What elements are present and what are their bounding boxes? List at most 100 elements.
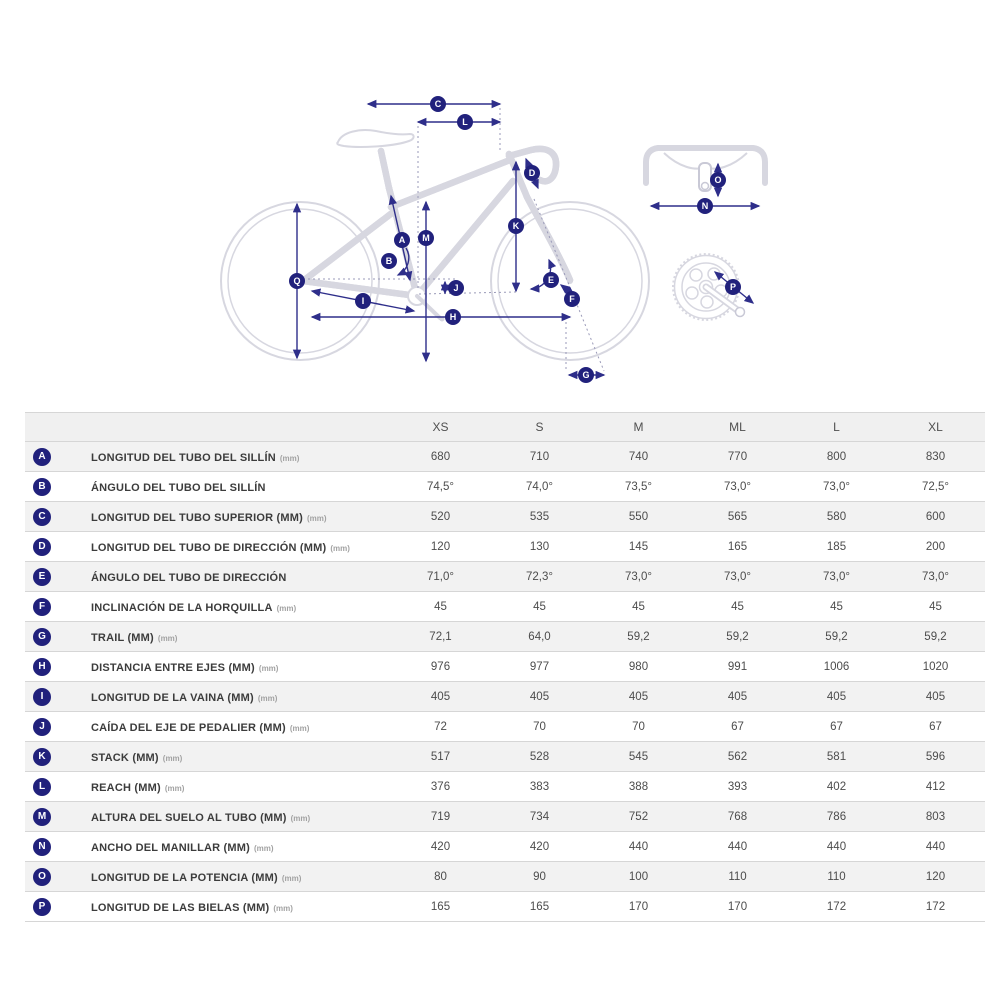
value-cell: 72,1 (429, 630, 452, 643)
row-letter-cell: D (25, 537, 59, 556)
diagram-marker-o: O (710, 172, 726, 188)
diagram-marker-i: I (355, 293, 371, 309)
row-letter-cell: A (25, 447, 59, 466)
table-row: F INCLINACIÓN DE LA HORQUILLA (mm) 45 45 45… (25, 591, 985, 621)
row-letter-badge: B (33, 477, 51, 496)
value-cell: 768 (727, 810, 748, 823)
value-cell: 770 (727, 450, 748, 463)
row-label-cell: CAÍDA DEL EJE DE PEDALIER (MM) (mm) (59, 718, 391, 736)
diagram-marker-j: J (448, 280, 464, 296)
value-cell: 440 (826, 840, 847, 853)
table-row: P LONGITUD DE LAS BIELAS (MM) (mm) 165 165… (25, 891, 985, 921)
row-letter-badge: E (33, 567, 51, 586)
value-cell: 59,2 (726, 630, 749, 643)
value-cell: 59,2 (627, 630, 650, 643)
table-row: D LONGITUD DEL TUBO DE DIRECCIÓN (MM) (mm… (25, 531, 985, 561)
value-cell: 71,0° (427, 570, 454, 583)
row-letter-badge: H (33, 657, 51, 676)
table-row: L REACH (MM) (mm) 376 383 388 393 402 412 (25, 771, 985, 801)
value-cell: 402 (826, 780, 847, 793)
row-label-cell: LONGITUD DEL TUBO DE DIRECCIÓN (MM) (mm) (59, 538, 391, 556)
value-cell: 67 (830, 720, 843, 733)
row-letter-cell: I (25, 687, 59, 706)
row-letter-cell: L (25, 777, 59, 796)
diagram-marker-m: M (418, 230, 434, 246)
value-cell: 562 (727, 750, 748, 763)
value-cell: 383 (529, 780, 550, 793)
row-unit: (mm) (162, 753, 183, 763)
value-cell: 73,5° (625, 480, 652, 493)
value-cell: 405 (826, 690, 847, 703)
row-label-cell: REACH (MM) (mm) (59, 778, 391, 796)
value-cell: 991 (727, 660, 748, 673)
row-label: LONGITUD DEL TUBO DEL SILLÍN (91, 451, 276, 464)
value-cell: 528 (529, 750, 550, 763)
row-label-cell: INCLINACIÓN DE LA HORQUILLA (mm) (59, 598, 391, 616)
value-cell: 165 (529, 900, 550, 913)
table-row: G TRAIL (MM) (mm) 72,1 64,0 59,2 59,2 59,2 59,… (25, 621, 985, 651)
value-cell: 72,3° (526, 570, 553, 583)
value-cell: 520 (430, 510, 451, 523)
value-cell: 550 (628, 510, 649, 523)
diagram-marker-n: N (697, 198, 713, 214)
row-label: LONGITUD DE LA VAINA (MM) (91, 691, 254, 704)
row-unit: (mm) (281, 873, 302, 883)
value-cell: 74,0° (526, 480, 553, 493)
row-label: ALTURA DEL SUELO AL TUBO (MM) (91, 811, 287, 824)
row-letter-cell: H (25, 657, 59, 676)
row-label-cell: LONGITUD DEL TUBO DEL SILLÍN (mm) (59, 448, 391, 466)
value-cell: 200 (925, 540, 946, 553)
value-cell: 70 (533, 720, 546, 733)
row-letter-badge: K (33, 747, 51, 766)
table-row: N ANCHO DEL MANILLAR (MM) (mm) 420 420 440 4… (25, 831, 985, 861)
size-column-header: L (833, 420, 840, 434)
value-cell: 73,0° (724, 480, 751, 493)
value-cell: 388 (628, 780, 649, 793)
diagram-marker-a: A (394, 232, 410, 248)
value-cell: 145 (628, 540, 649, 553)
value-cell: 64,0 (528, 630, 551, 643)
row-letter-badge: O (33, 867, 51, 886)
diagram-marker-b: B (381, 253, 397, 269)
value-cell: 59,2 (924, 630, 947, 643)
value-cell: 740 (628, 450, 649, 463)
value-cell: 977 (529, 660, 550, 673)
row-label: LONGITUD DEL TUBO DE DIRECCIÓN (MM) (91, 541, 327, 554)
value-cell: 110 (728, 870, 747, 883)
value-cell: 45 (830, 600, 843, 613)
row-label-cell: ALTURA DEL SUELO AL TUBO (MM) (mm) (59, 808, 391, 826)
row-unit: (mm) (258, 663, 279, 673)
row-letter-cell: O (25, 867, 59, 886)
row-letter-cell: N (25, 837, 59, 856)
diagram-marker-h: H (445, 309, 461, 325)
size-header-row: XS S M ML L XL (25, 412, 985, 441)
value-cell: 976 (430, 660, 451, 673)
value-cell: 752 (628, 810, 649, 823)
value-cell: 73,0° (922, 570, 949, 583)
diagram-marker-c: C (430, 96, 446, 112)
geometry-table: XS S M ML L XL A LONGITUD DEL TUBO DEL SILLÍN… (25, 412, 985, 922)
diagram-marker-p: P (725, 279, 741, 295)
value-cell: 830 (925, 450, 946, 463)
value-cell: 67 (929, 720, 942, 733)
table-row: E ÁNGULO DEL TUBO DE DIRECCIÓN 71,0° 72,3… (25, 561, 985, 591)
row-unit: (mm) (279, 453, 300, 463)
row-label-cell: DISTANCIA ENTRE EJES (MM) (mm) (59, 658, 391, 676)
value-cell: 376 (430, 780, 451, 793)
size-column-header: XL (928, 420, 943, 434)
geometry-table-body: A LONGITUD DEL TUBO DEL SILLÍN (mm) 680 71… (25, 441, 985, 921)
row-unit: (mm) (306, 513, 327, 523)
row-unit: (mm) (254, 843, 274, 853)
value-cell: 600 (925, 510, 946, 523)
diagram-marker-g: G (578, 367, 594, 383)
value-cell: 405 (430, 690, 451, 703)
value-cell: 45 (434, 600, 447, 613)
value-cell: 800 (826, 450, 847, 463)
value-cell: 165 (430, 900, 451, 913)
value-cell: 680 (430, 450, 451, 463)
table-row: I LONGITUD DE LA VAINA (MM) (mm) 405 405 40… (25, 681, 985, 711)
size-column-header: XS (432, 420, 449, 434)
row-letter-badge: M (33, 807, 51, 826)
value-cell: 73,0° (625, 570, 652, 583)
